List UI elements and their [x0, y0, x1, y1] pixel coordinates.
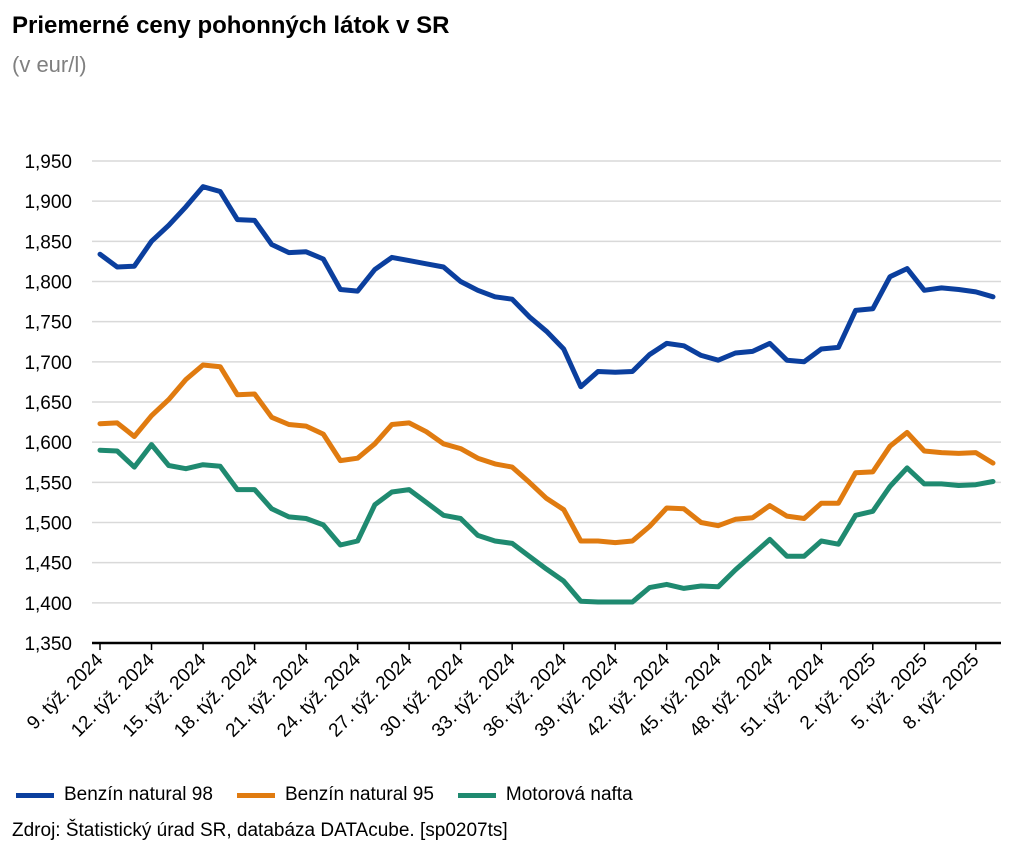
legend-item-benzin-98: Benzín natural 98 [16, 784, 213, 806]
y-tick-label: 1,700 [24, 353, 72, 374]
series-line-2 [97, 442, 996, 605]
y-tick-label: 1,900 [24, 192, 72, 213]
y-tick-label: 1,400 [24, 594, 72, 615]
legend-label-benzin-98: Benzín natural 98 [64, 784, 213, 805]
y-tick-label: 1,600 [24, 433, 72, 454]
legend-swatch-benzin-98 [16, 792, 54, 798]
chart-title: Priemerné ceny pohonných látok v SR [12, 12, 450, 39]
y-tick-label: 1,500 [24, 514, 72, 535]
x-axis [92, 641, 1001, 650]
legend-swatch-benzin-95 [236, 792, 275, 798]
y-tick-label: 1,350 [24, 634, 72, 655]
y-tick-label: 1,950 [24, 152, 72, 173]
series-lines [97, 184, 996, 605]
legend-swatch-nafta [457, 792, 496, 798]
y-tick-label: 1,650 [24, 393, 72, 414]
legend-label-benzin-95: Benzín natural 95 [284, 784, 434, 805]
y-tick-label: 1,850 [24, 232, 72, 253]
legend-item-benzin-95: Benzín natural 95 [236, 784, 434, 806]
series-line-1 [97, 362, 996, 546]
legend-label-nafta: Motorová nafta [505, 784, 633, 805]
source-note: Zdroj: Štatistický úrad SR, databáza DAT… [12, 820, 508, 841]
y-tick-label: 1,450 [24, 554, 72, 575]
series-line-0 [97, 184, 996, 390]
y-axis-tick-labels: 1,350 1,400 1,450 1,500 1,550 1,600 1,650 1,700… [24, 152, 72, 655]
legend-item-nafta: Motorová nafta [457, 784, 633, 806]
chart-subtitle: (v eur/l) [12, 52, 87, 77]
y-tick-label: 1,750 [24, 313, 72, 334]
legend: Benzín natural 98 Benzín natural 95 Moto… [16, 784, 633, 806]
y-tick-label: 1,800 [24, 273, 72, 294]
y-tick-label: 1,550 [24, 473, 72, 494]
